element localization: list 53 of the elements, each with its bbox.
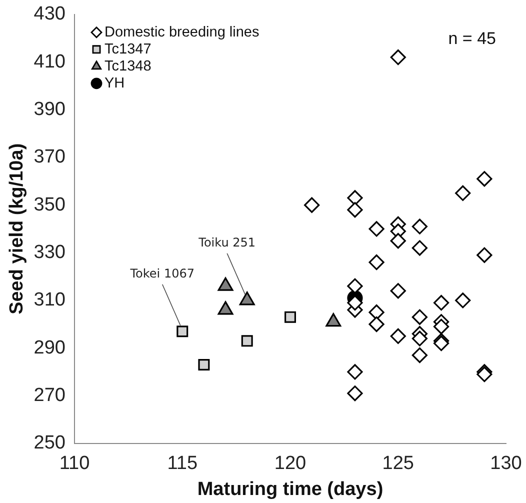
annotation: n = 45	[448, 29, 496, 48]
point	[347, 278, 363, 294]
annotation: Toiku 251	[198, 236, 256, 250]
x-tick-label: 115	[167, 453, 198, 474]
point	[390, 50, 406, 66]
point	[455, 292, 471, 308]
y-tick-label: 250	[34, 432, 66, 454]
y-tick-label: 430	[34, 4, 66, 25]
y-tick-label: 270	[34, 384, 66, 406]
legend-label: Tc1348	[104, 58, 152, 74]
y-tick-label: 330	[34, 242, 66, 263]
legend-label: YH	[104, 75, 125, 92]
point	[476, 247, 492, 263]
y-tick-label: 350	[34, 194, 66, 216]
point	[284, 311, 296, 323]
point	[176, 326, 188, 338]
point	[347, 202, 363, 218]
point	[390, 233, 406, 249]
point	[412, 347, 428, 364]
x-tick-label: 110	[59, 453, 90, 474]
x-tick-label: 125	[382, 453, 414, 474]
point	[368, 316, 384, 332]
point	[347, 386, 363, 402]
y-tick-label: 370	[34, 146, 66, 168]
x-axis-title: Maturing time (days)	[197, 478, 384, 500]
point	[455, 185, 471, 201]
y-tick-label: 290	[34, 337, 66, 358]
point	[476, 171, 492, 187]
y-tick-label: 410	[34, 51, 66, 72]
point	[412, 309, 428, 325]
annotation: Tokei 1067	[129, 266, 194, 281]
point	[390, 328, 406, 344]
point	[368, 304, 384, 320]
x-tick-label: 120	[274, 453, 306, 474]
point	[347, 190, 363, 206]
point	[412, 240, 428, 256]
point	[390, 283, 406, 299]
x-tick-label: 130	[490, 453, 522, 474]
point	[368, 221, 384, 237]
y-axis-title: Seed yield (kg/10a)	[6, 143, 28, 314]
y-tick-label: 390	[34, 98, 66, 120]
legend-label: Domestic breeding lines	[104, 24, 260, 40]
point	[304, 197, 320, 213]
y-tick-label: 310	[34, 290, 66, 311]
point	[412, 218, 428, 234]
point	[198, 359, 210, 370]
legend-label: Tc1347	[104, 41, 152, 58]
point	[241, 335, 253, 347]
point	[347, 364, 363, 380]
point	[412, 330, 428, 346]
point	[433, 294, 450, 311]
point	[433, 318, 450, 334]
point	[368, 254, 384, 270]
